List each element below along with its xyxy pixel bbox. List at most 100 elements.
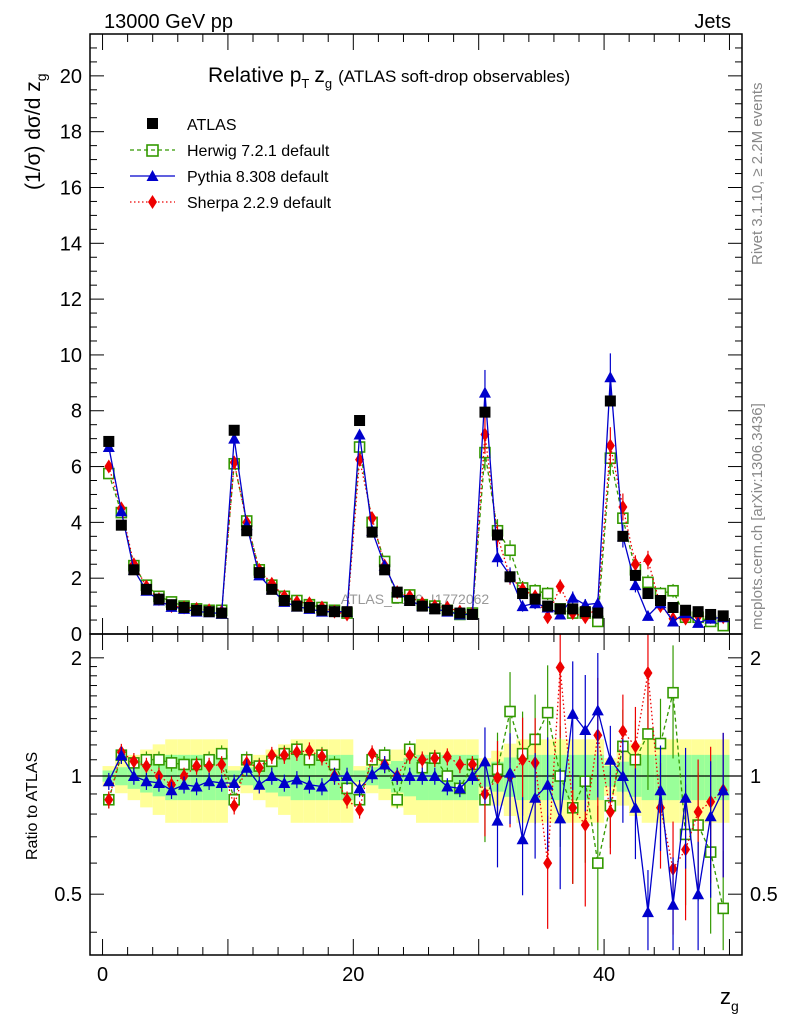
ratio-point: [229, 798, 239, 813]
data-point: [191, 604, 203, 616]
data-point: [504, 571, 516, 583]
data-point: [543, 610, 553, 625]
ratio-point: [192, 759, 202, 774]
data-point: [517, 588, 529, 600]
x-tick-label: 0: [97, 964, 108, 986]
data-point: [592, 607, 604, 619]
data-point: [630, 557, 640, 572]
data-point: [491, 551, 504, 563]
data-point: [115, 519, 127, 531]
data-point: [655, 595, 666, 607]
ratio-point: [478, 755, 491, 767]
ratio-point: [304, 743, 314, 758]
y-tick-label: 12: [60, 289, 82, 311]
data-point: [316, 604, 328, 616]
y-tick-label: 2: [71, 568, 82, 590]
x-tick-label: 20: [342, 964, 364, 986]
legend-label-atlas: ATLAS: [187, 117, 237, 134]
ratio-point: [493, 770, 502, 785]
ratio-point: [165, 784, 178, 796]
ratio-tick-label: 1: [71, 766, 82, 788]
legend-marker-pythia: [146, 170, 159, 181]
data-point: [542, 600, 554, 612]
data-point: [228, 432, 241, 444]
data-point: [717, 610, 729, 622]
ratio-point: [504, 705, 516, 718]
ratio-series-layer: [90, 634, 742, 951]
data-point: [103, 435, 115, 447]
y-tick-label: 6: [71, 457, 82, 479]
ratio-point: [592, 857, 604, 869]
data-point: [353, 428, 366, 440]
series-line: [108, 377, 724, 624]
ratio-point: [566, 707, 579, 719]
data-point: [291, 600, 303, 612]
data-point: [391, 586, 403, 598]
ratio-point: [102, 775, 115, 787]
legend-label-herwig: Herwig 7.2.1 default: [187, 143, 330, 160]
data-point: [642, 576, 654, 589]
ratio-point: [580, 818, 590, 833]
data-point: [667, 615, 680, 627]
ratio-point: [228, 776, 241, 788]
data-point: [278, 595, 290, 607]
ratio-point: [692, 888, 705, 900]
data-point: [629, 569, 641, 581]
ratio-point: [141, 759, 151, 774]
legend-marker-atlas: [147, 118, 158, 129]
legend: ATLAS Herwig 7.2.1 default Pythia 8.308 …: [130, 117, 332, 212]
data-point: [567, 603, 579, 615]
data-point: [667, 601, 679, 613]
ratio-point: [178, 778, 191, 790]
ratio-point: [303, 778, 316, 790]
ratio-point: [591, 704, 604, 716]
header-left: 13000 GeV pp: [104, 11, 233, 33]
ratio-point: [455, 757, 465, 772]
ratio-tick-label-right: 1: [750, 766, 761, 788]
ratio-point: [341, 770, 354, 782]
ratio-tick-label: 2: [71, 648, 82, 670]
ratio-point: [328, 770, 341, 782]
data-point: [504, 544, 516, 557]
ratio-point: [641, 906, 654, 918]
ratio-point: [467, 757, 477, 772]
ratio-point: [279, 748, 289, 763]
data-point: [466, 608, 478, 620]
ratio-point: [203, 775, 216, 787]
ratio-point: [215, 776, 228, 788]
chart-title: Relative pT zg (ATLAS soft-drop observable…: [208, 64, 570, 91]
ratio-point: [704, 810, 717, 822]
ratio-point: [391, 770, 404, 782]
ratio-point: [140, 775, 153, 787]
ratio-tick-label-right: 2: [750, 648, 761, 670]
data-point: [541, 587, 554, 600]
data-point: [366, 526, 378, 538]
ratio-point: [555, 660, 565, 675]
mcplots-label: mcplots.cern.ch [arXiv:1306.3436]: [749, 403, 766, 630]
data-point: [604, 395, 616, 407]
ratio-point: [367, 746, 377, 761]
ratio-point: [115, 749, 128, 761]
x-axis-label: zg: [720, 984, 739, 1014]
ratio-point: [679, 791, 692, 803]
data-point: [104, 459, 114, 474]
data-point: [266, 583, 278, 595]
ratio-point: [516, 833, 529, 845]
data-point: [605, 438, 615, 453]
ratio-point: [667, 898, 680, 910]
data-point: [479, 406, 491, 418]
ratio-point: [267, 748, 277, 763]
ratio-tick-label-right: 0.5: [750, 884, 778, 906]
data-point: [228, 424, 240, 436]
ratio-point: [152, 776, 165, 788]
ratio-point: [643, 665, 653, 680]
ratio-point: [504, 766, 517, 778]
data-point: [441, 604, 453, 616]
data-point: [643, 553, 653, 568]
ratio-point: [667, 686, 679, 699]
ratio-point: [529, 791, 542, 803]
ratio-point: [416, 770, 429, 782]
data-point: [529, 593, 541, 605]
ratio-point: [165, 757, 178, 769]
